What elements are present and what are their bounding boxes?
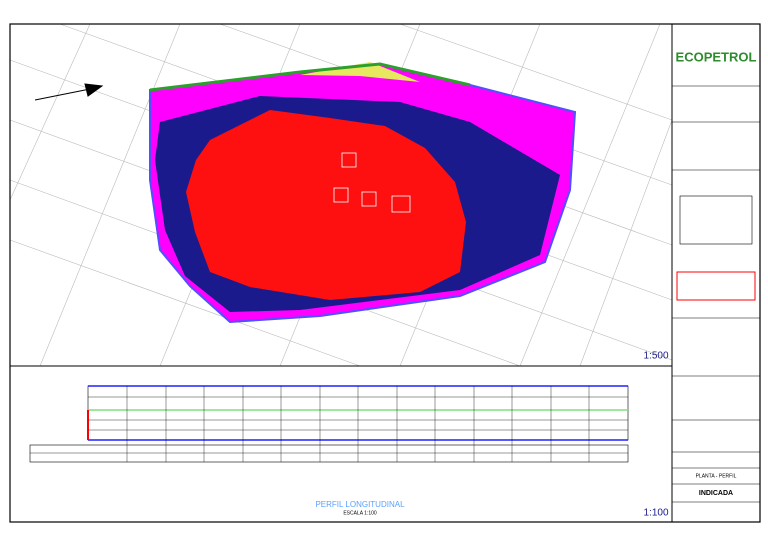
sheet-name: PLANTA - PERFIL: [696, 473, 737, 479]
profile-title: PERFIL LONGITUDINAL: [315, 500, 405, 509]
structures: [333, 152, 411, 213]
plan-scale: 1:500: [643, 351, 668, 362]
sheet-border: [9, 23, 761, 523]
logo: ECOPETROL: [676, 49, 757, 64]
terrain-red: [186, 110, 466, 300]
profile-scale-note: ESCALA 1:100: [343, 510, 377, 516]
sheet-scale: INDICADA: [699, 490, 733, 497]
profile-scale: 1:100: [643, 508, 668, 519]
north-arrow: [34, 83, 104, 101]
terrain-strip: [300, 62, 420, 82]
boundary-line: [149, 62, 471, 92]
profile-grid: [29, 385, 629, 463]
title-block: [672, 85, 760, 503]
area-table: [676, 271, 756, 301]
